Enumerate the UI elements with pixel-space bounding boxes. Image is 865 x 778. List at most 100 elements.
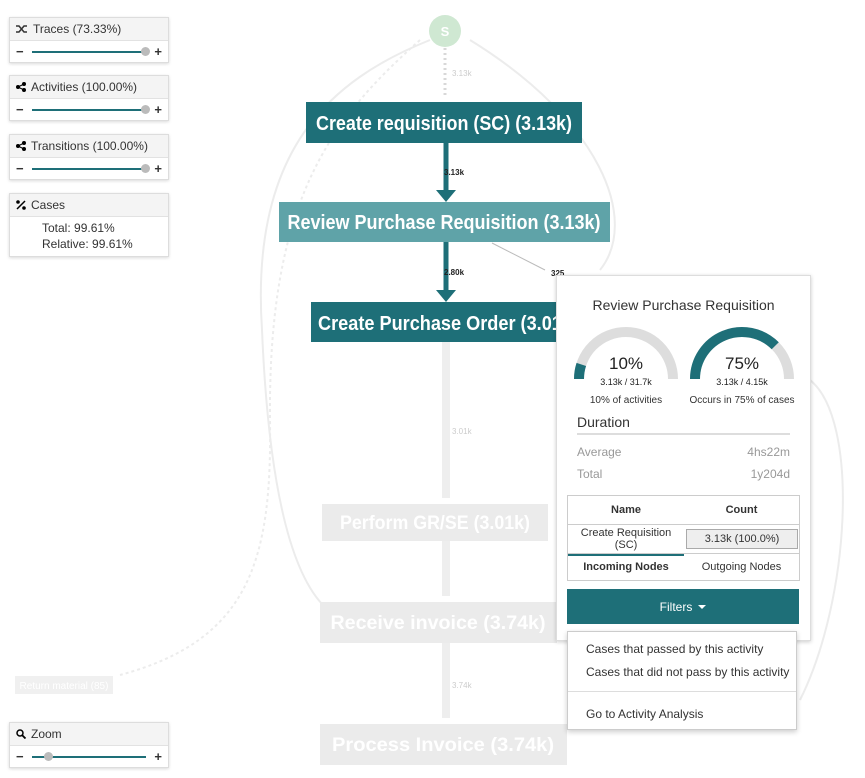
gauge-ratio: 3.13k / 31.7k: [600, 377, 652, 387]
minus[interactable]: −: [16, 749, 24, 764]
node-label: Create requisition (SC) (3.13k): [316, 113, 572, 135]
tab[interactable]: Outgoing Nodes: [701, 561, 782, 573]
faded-edge-label: 3.13k: [452, 69, 473, 78]
panel-header: Zoom: [10, 723, 168, 746]
cases-total: Total: 99.61%: [42, 221, 115, 235]
plus[interactable]: +: [154, 44, 162, 59]
panel-title: Zoom: [31, 727, 62, 741]
node[interactable]: [306, 102, 582, 143]
edge-label: 3.13k: [444, 168, 465, 177]
start-node[interactable]: [429, 15, 461, 47]
panel-header: Traces (73.33%): [10, 18, 168, 41]
popup-title: Review Purchase Requisition: [592, 297, 775, 313]
gauge-label: 75%: [725, 354, 759, 373]
filters-menu: Cases that passed by this activity Cases…: [567, 631, 797, 730]
gauge-label: 10%: [609, 354, 643, 373]
faded-node-label: Perform GR/SE (3.01k): [340, 513, 530, 534]
edge: [491, 242, 546, 271]
shuffle-icon: [16, 25, 27, 33]
gauge-track: [574, 327, 678, 380]
panel-header: Transitions (100.00%): [10, 135, 168, 158]
activity-popup: Review Purchase Requisition 10% 3.13k / 3…: [556, 275, 811, 641]
cases-panel: Cases Total: 99.61% Relative: 99.61%: [9, 193, 169, 257]
slider[interactable]: − +: [10, 158, 168, 179]
gauge-caption: 10% of activities: [590, 395, 662, 406]
plus[interactable]: +: [154, 749, 162, 764]
traces-panel: Traces (73.33%) − +: [9, 17, 169, 63]
gauge-arc: [574, 362, 587, 380]
minus[interactable]: −: [16, 161, 24, 176]
duration-rows: Average 4hs22m Total 1y204d: [577, 441, 790, 485]
faded-node-label: Receive invoice (3.74k): [331, 613, 546, 634]
faded-edge-label: 3.01k: [452, 427, 473, 436]
arrow: [436, 190, 456, 202]
search-icon: [16, 729, 26, 739]
slider[interactable]: − +: [10, 41, 168, 62]
node-label: Create Purchase Order (3.01k): [318, 313, 578, 335]
duration-row: Average 4hs22m: [577, 441, 790, 463]
edge-label: 325: [551, 269, 565, 278]
menu-item[interactable]: Go to Activity Analysis: [586, 707, 704, 721]
panel-title: Traces (73.33%): [33, 22, 122, 36]
faded-node-label: Process Invoice (3.74k): [332, 735, 554, 756]
percent-icon: [16, 200, 26, 210]
node-label: Review Purchase Requisition (3.13k): [288, 212, 601, 234]
faded-node[interactable]: [320, 602, 557, 643]
cases-values: Total: 99.61% Relative: 99.61%: [10, 217, 168, 252]
plus[interactable]: +: [154, 161, 162, 176]
gauges: 10% 3.13k / 31.7k 10% of activities 75% 3.13…: [574, 327, 795, 406]
header-cell: Name: [611, 504, 641, 516]
slider[interactable]: − +: [10, 99, 168, 120]
table-tabs: Incoming Nodes Outgoing Nodes: [568, 553, 799, 580]
zoom-panel: Zoom − +: [9, 722, 169, 768]
menu-item[interactable]: Cases that passed by this activity: [586, 642, 764, 656]
faded-edge: [469, 39, 616, 271]
panel-title: Cases: [31, 198, 66, 212]
arrow: [436, 290, 456, 302]
panel-title: Activities (100.00%): [31, 80, 138, 94]
duration-label: Total: [577, 467, 603, 481]
filters-button[interactable]: Filters: [567, 589, 799, 624]
start-label: S: [441, 24, 450, 39]
panel-header: Activities (100.00%): [10, 76, 168, 99]
panel-title: Transitions (100.00%): [31, 139, 148, 153]
slider[interactable]: − +: [10, 746, 168, 767]
faded-edge: [259, 39, 431, 605]
faded-edge: [799, 379, 844, 701]
share-icon: [16, 141, 26, 151]
gauge-caption: Occurs in 75% of cases: [689, 395, 794, 406]
minus[interactable]: −: [16, 102, 24, 117]
panel-header: Cases: [10, 194, 168, 217]
menu-item[interactable]: Cases that did not pass by this activity: [586, 665, 790, 679]
faded-node[interactable]: [320, 724, 567, 765]
menu-divider: [568, 691, 796, 692]
minus[interactable]: −: [16, 44, 24, 59]
tab[interactable]: Incoming Nodes: [568, 553, 684, 578]
duration-value: 1y204d: [750, 467, 790, 481]
node[interactable]: [311, 302, 586, 342]
duration-value: 4hs22m: [747, 445, 790, 459]
faded-node-label: Return material (85): [20, 681, 109, 692]
faded-node[interactable]: [15, 676, 113, 694]
duration-heading: Duration: [577, 414, 790, 435]
table-header: Name Count: [568, 496, 799, 525]
filters-label: Filters: [659, 599, 693, 614]
node[interactable]: [279, 202, 610, 242]
duration-label: Average: [577, 445, 622, 459]
duration-row: Total 1y204d: [577, 463, 790, 485]
faded-edge-label: 3.74k: [452, 681, 473, 690]
cell: Create Requisition (SC): [580, 527, 672, 551]
caret: [698, 604, 707, 613]
faded-node[interactable]: [322, 504, 548, 541]
gauge-ratio: 3.13k / 4.15k: [716, 377, 768, 387]
plus[interactable]: +: [154, 102, 162, 117]
cell: 3.13k (100.0%): [686, 529, 798, 549]
table-row: Create Requisition (SC) 3.13k (100.0%): [568, 525, 799, 553]
activities-panel: Activities (100.00%) − +: [9, 75, 169, 121]
header-cell: Count: [725, 504, 758, 516]
transitions-panel: Transitions (100.00%) − +: [9, 134, 169, 180]
share-icon: [16, 82, 26, 92]
cases-relative: Relative: 99.61%: [42, 237, 133, 251]
